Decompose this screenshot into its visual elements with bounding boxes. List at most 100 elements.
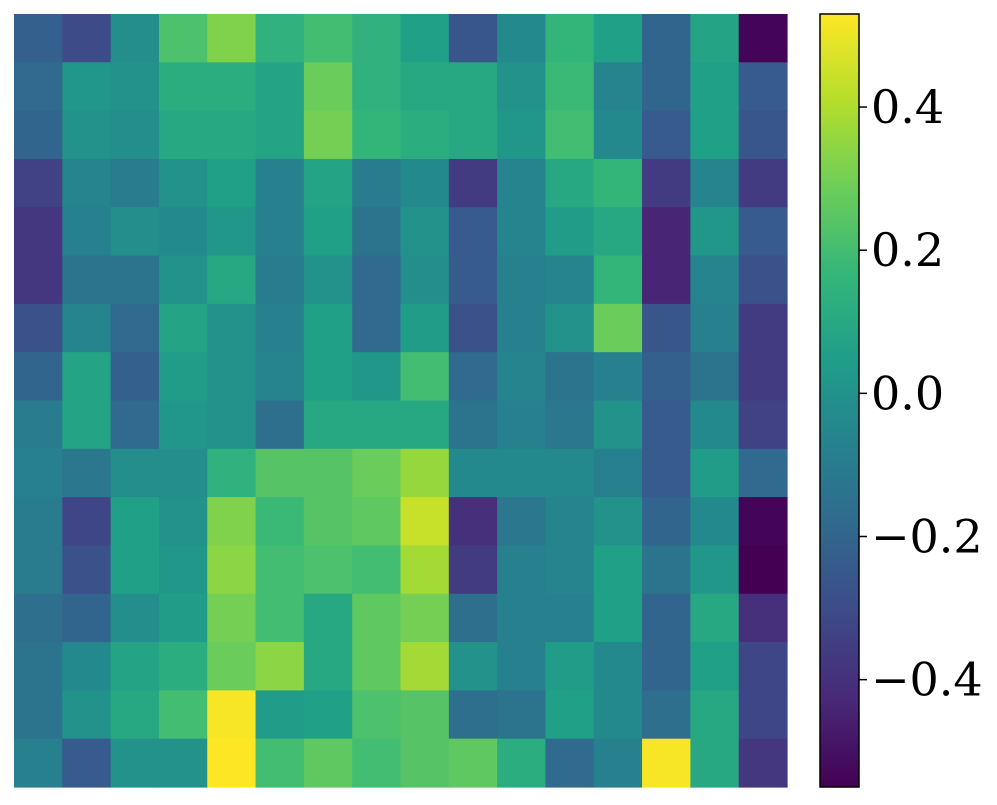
heatmap-cell-r6-c1: [62, 303, 112, 353]
heatmap-cell-r15-c10: [497, 738, 547, 788]
heatmap-cell-r4-c4: [207, 207, 257, 257]
heatmap-cell-r5-c10: [497, 255, 547, 305]
heatmap-cell-r13-c0: [14, 642, 63, 691]
heatmap-cell-r5-c12: [593, 255, 643, 305]
heatmap-cell-r6-c13: [642, 303, 691, 353]
heatmap-cell-r5-c7: [352, 255, 402, 305]
heatmap-cell-r12-c4: [207, 593, 257, 643]
heatmap-cell-r0-c12: [593, 14, 643, 63]
heatmap-cell-r5-c2: [110, 255, 160, 305]
heatmap-cell-r12-c9: [448, 593, 498, 643]
heatmap-cell-r13-c8: [400, 642, 450, 691]
heatmap-cell-r11-c9: [448, 545, 498, 595]
heatmap-cell-r3-c15: [738, 158, 788, 208]
heatmap-cell-r8-c3: [158, 400, 208, 450]
heatmap-cell-r9-c15: [738, 448, 788, 498]
heatmap-cell-r6-c0: [14, 303, 63, 353]
heatmap-cell-r2-c0: [14, 110, 63, 160]
colorbar-tick-label: −0.2: [871, 509, 983, 563]
heatmap-cell-r11-c15: [738, 545, 788, 595]
heatmap-cell-r9-c13: [642, 448, 691, 498]
heatmap-cell-r0-c6: [303, 14, 353, 63]
heatmap-cell-r12-c15: [738, 593, 788, 643]
heatmap-cell-r12-c8: [400, 593, 450, 643]
heatmap-cell-r5-c6: [303, 255, 353, 305]
heatmap-cell-r8-c15: [738, 400, 788, 450]
heatmap-cell-r15-c5: [255, 738, 305, 788]
heatmap-cell-r0-c14: [690, 14, 740, 63]
heatmap-cell-r2-c5: [255, 110, 305, 160]
heatmap-cell-r7-c2: [110, 352, 160, 402]
heatmap-cell-r7-c11: [545, 352, 595, 402]
colorbar: [819, 13, 860, 788]
heatmap-cell-r3-c6: [303, 158, 353, 208]
heatmap-cell-r1-c0: [14, 62, 63, 112]
heatmap-cell-r11-c5: [255, 545, 305, 595]
heatmap-cell-r1-c3: [158, 62, 208, 112]
heatmap-cell-r6-c8: [400, 303, 450, 353]
heatmap-cell-r10-c15: [738, 497, 788, 547]
heatmap-cell-r2-c6: [303, 110, 353, 160]
heatmap-cell-r12-c3: [158, 593, 208, 643]
heatmap-cell-r9-c1: [62, 448, 112, 498]
heatmap-cell-r8-c2: [110, 400, 160, 450]
colorbar-tick-label: −0.4: [871, 653, 983, 707]
heatmap-cell-r6-c5: [255, 303, 305, 353]
heatmap-cell-r3-c12: [593, 158, 643, 208]
heatmap-cell-r10-c10: [497, 497, 547, 547]
heatmap-cell-r11-c3: [158, 545, 208, 595]
heatmap-cell-r3-c4: [207, 158, 257, 208]
heatmap-cell-r15-c2: [110, 738, 160, 788]
heatmap-cell-r14-c12: [593, 690, 643, 740]
colorbar-tick-label: 0.0: [871, 366, 944, 420]
heatmap-cell-r13-c13: [642, 642, 691, 691]
heatmap-cell-r13-c11: [545, 642, 595, 691]
heatmap-cell-r14-c8: [400, 690, 450, 740]
heatmap-cell-r12-c14: [690, 593, 740, 643]
heatmap-cell-r14-c13: [642, 690, 691, 740]
heatmap-cell-r0-c13: [642, 14, 691, 63]
heatmap-cell-r5-c9: [448, 255, 498, 305]
heatmap-cell-r10-c11: [545, 497, 595, 547]
heatmap-cell-r15-c6: [303, 738, 353, 788]
heatmap-cell-r12-c7: [352, 593, 402, 643]
heatmap-cell-r14-c1: [62, 690, 112, 740]
heatmap-cell-r0-c4: [207, 14, 257, 63]
heatmap-cell-r8-c4: [207, 400, 257, 450]
heatmap-cell-r0-c3: [158, 14, 208, 63]
heatmap-cell-r12-c13: [642, 593, 691, 643]
heatmap-cell-r1-c8: [400, 62, 450, 112]
heatmap-cell-r7-c8: [400, 352, 450, 402]
heatmap-cell-r10-c13: [642, 497, 691, 547]
heatmap-cell-r10-c1: [62, 497, 112, 547]
heatmap-cell-r9-c4: [207, 448, 257, 498]
heatmap-cell-r5-c0: [14, 255, 63, 305]
heatmap-cell-r2-c10: [497, 110, 547, 160]
heatmap-cell-r9-c7: [352, 448, 402, 498]
heatmap-cell-r15-c7: [352, 738, 402, 788]
heatmap-cell-r9-c2: [110, 448, 160, 498]
heatmap-cell-r10-c0: [14, 497, 63, 547]
heatmap-cell-r4-c3: [158, 207, 208, 257]
heatmap-cell-r11-c1: [62, 545, 112, 595]
heatmap-cell-r2-c11: [545, 110, 595, 160]
heatmap-cell-r13-c7: [352, 642, 402, 691]
heatmap-cell-r8-c13: [642, 400, 691, 450]
heatmap-cell-r4-c14: [690, 207, 740, 257]
heatmap-cell-r0-c10: [497, 14, 547, 63]
heatmap-cell-r11-c2: [110, 545, 160, 595]
heatmap-cell-r3-c11: [545, 158, 595, 208]
heatmap-cell-r5-c4: [207, 255, 257, 305]
heatmap-cell-r4-c10: [497, 207, 547, 257]
heatmap-cell-r11-c6: [303, 545, 353, 595]
heatmap-cell-r0-c1: [62, 14, 112, 63]
heatmap-cell-r13-c5: [255, 642, 305, 691]
heatmap-cell-r3-c1: [62, 158, 112, 208]
heatmap-cell-r2-c12: [593, 110, 643, 160]
heatmap-cell-r15-c11: [545, 738, 595, 788]
heatmap-cell-r5-c14: [690, 255, 740, 305]
heatmap-cell-r14-c4: [207, 690, 257, 740]
heatmap-cell-r7-c3: [158, 352, 208, 402]
heatmap-cell-r13-c14: [690, 642, 740, 691]
